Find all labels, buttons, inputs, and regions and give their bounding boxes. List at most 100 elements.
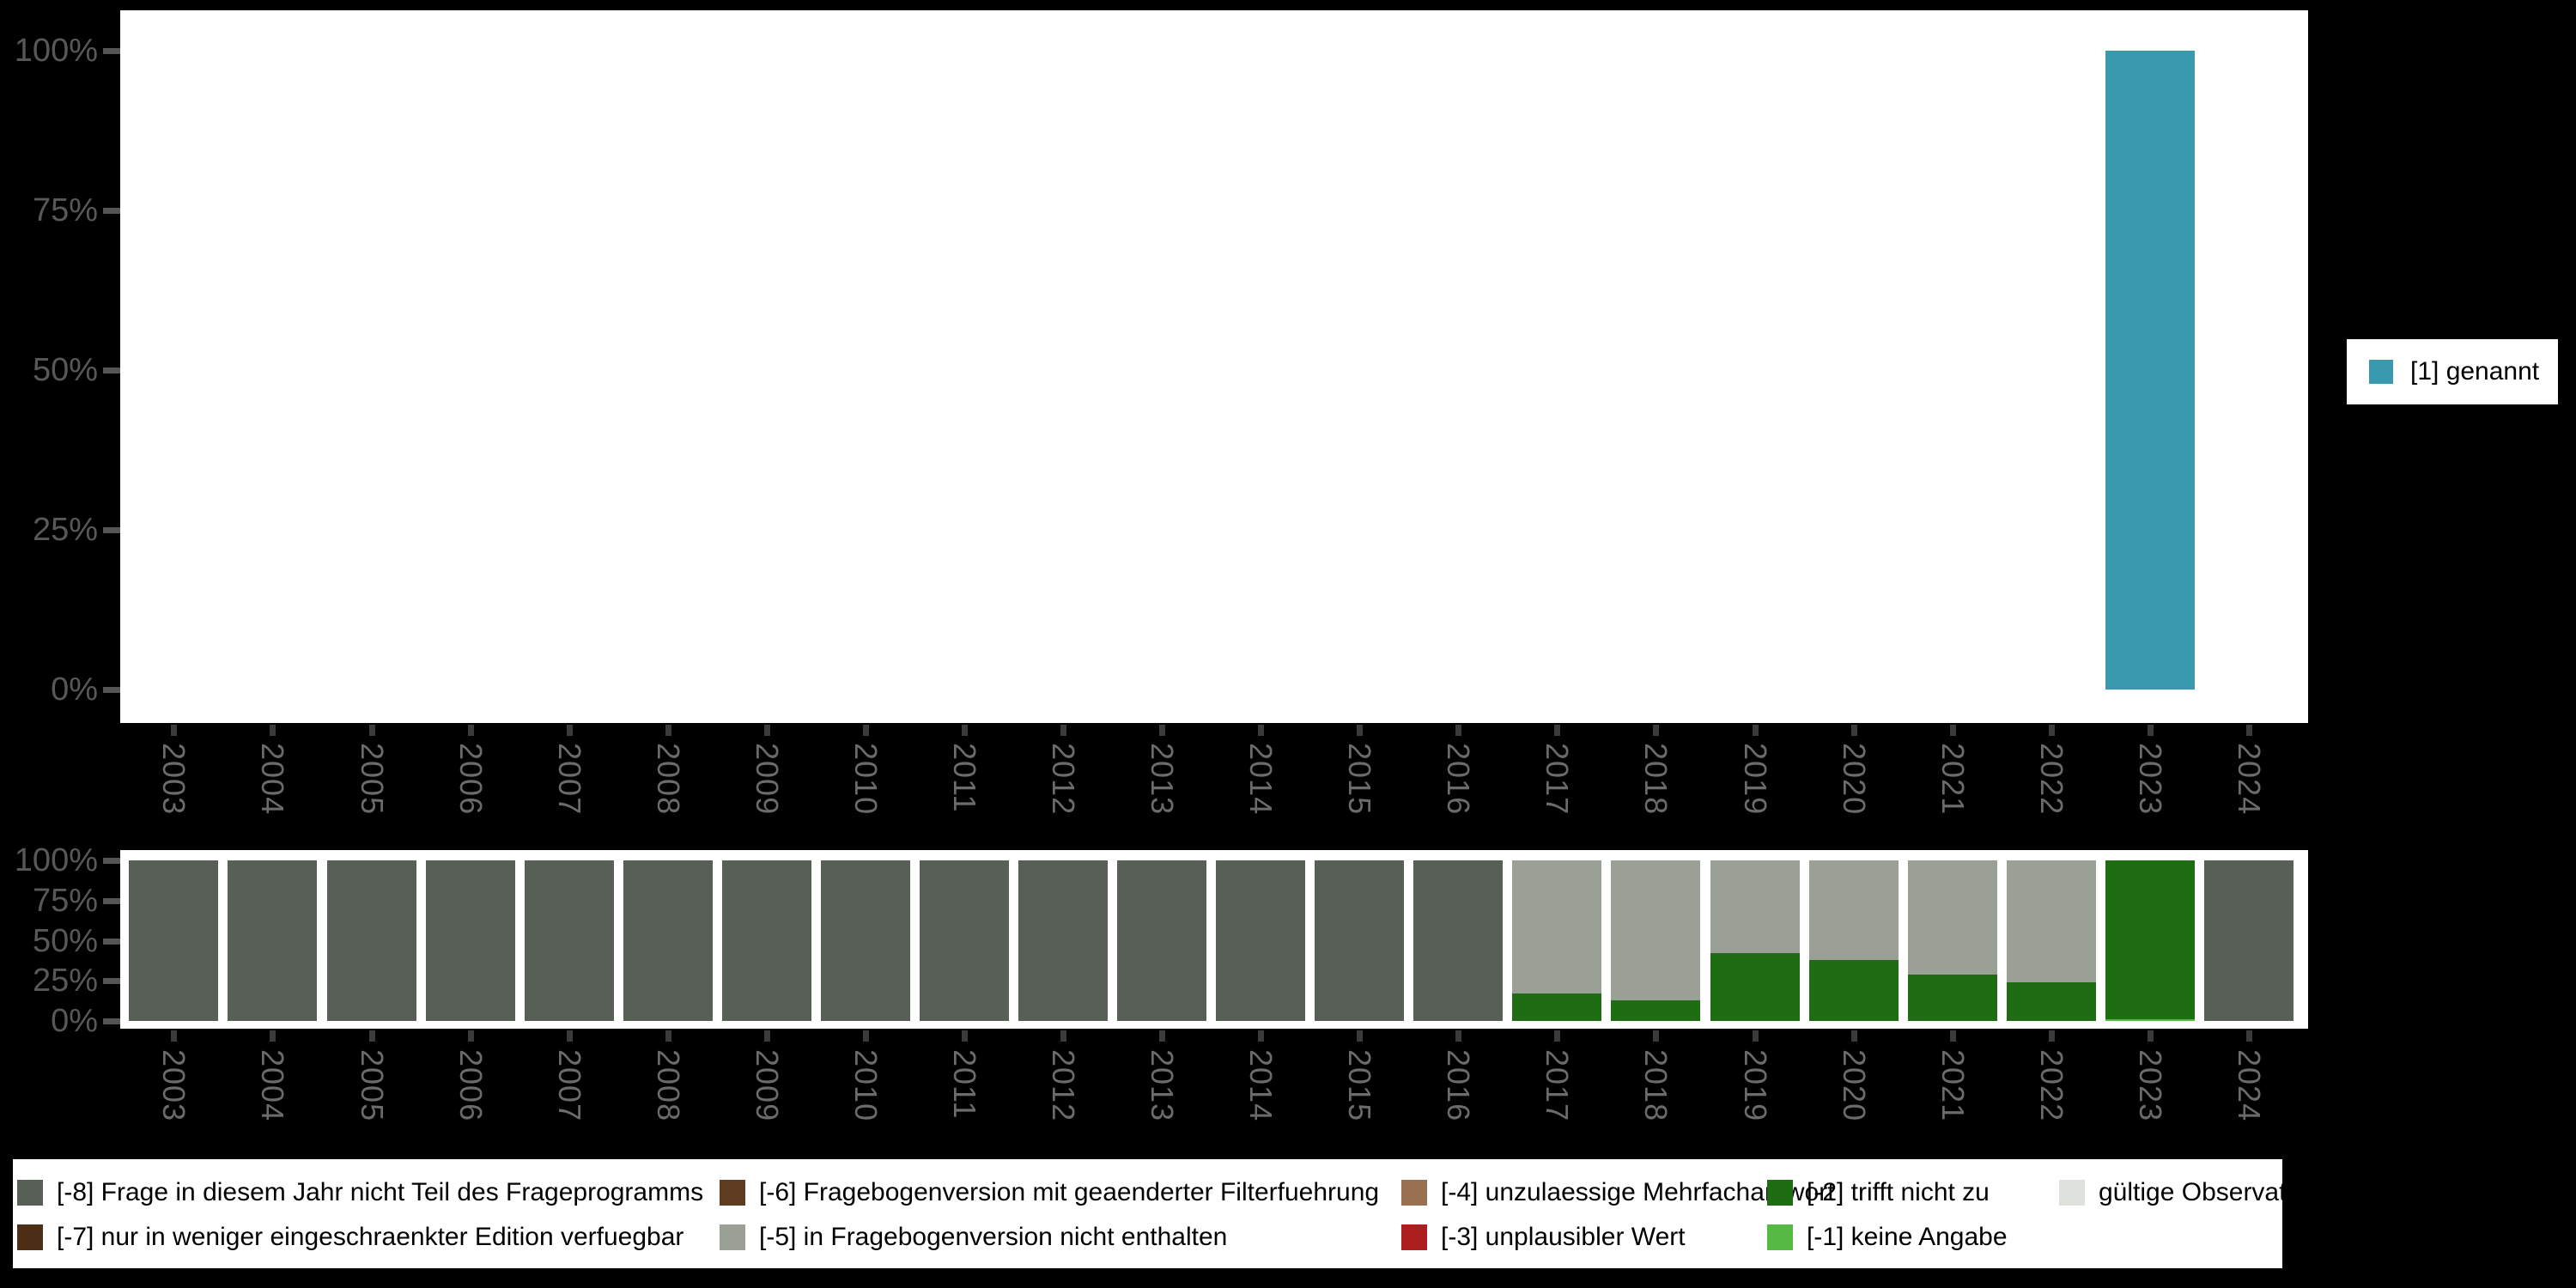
y-axis-tick-mark: [103, 368, 120, 374]
bar-segment--8-2005: [326, 860, 416, 1021]
x-axis-tick-mark: [1060, 1030, 1067, 1042]
y-axis-tick-label: 75%: [32, 882, 98, 919]
x-axis-year-label: 2014: [1243, 1049, 1279, 1122]
legend-item: [-1] keine Angabe: [1767, 1223, 2008, 1251]
x-axis-tick-mark: [1258, 1030, 1265, 1042]
legend-item: [-8] Frage in diesem Jahr nicht Teil des…: [17, 1178, 704, 1206]
bar-segment--2-2019: [1710, 953, 1800, 1021]
x-axis-tick-mark: [1159, 725, 1166, 736]
x-axis-year-label: 2018: [1638, 1049, 1674, 1122]
y-axis-tick-mark: [103, 208, 120, 214]
legend-item: gültige Observationen: [2059, 1178, 2349, 1206]
x-axis-tick-mark: [270, 1030, 276, 1042]
x-axis-tick-mark: [467, 725, 474, 736]
x-axis-tick-mark: [2048, 725, 2055, 736]
legend-item-label: [-1] keine Angabe: [1807, 1223, 2008, 1251]
x-axis-tick-mark: [368, 725, 375, 736]
top-chart-legend: [1] genannt: [2347, 339, 2558, 404]
x-axis-tick-mark: [171, 725, 178, 736]
x-axis-tick-mark: [961, 725, 968, 736]
bar-segment--8-2003: [129, 860, 219, 1021]
x-axis-tick-mark: [2245, 725, 2252, 736]
x-axis-tick-mark: [1850, 1030, 1857, 1042]
x-axis-year-label: 2008: [650, 1049, 686, 1122]
x-axis-year-label: 2005: [354, 1049, 390, 1122]
x-axis-year-label: 2017: [1540, 1049, 1576, 1122]
x-axis-tick-mark: [862, 725, 869, 736]
x-axis-tick-mark: [1554, 725, 1561, 736]
x-axis-tick-mark: [1455, 1030, 1462, 1042]
x-axis-tick-mark: [2147, 725, 2154, 736]
bar-segment--8-2004: [228, 860, 318, 1021]
legend-item-label: [-8] Frage in diesem Jahr nicht Teil des…: [57, 1178, 704, 1206]
x-axis-year-label: 2006: [453, 1049, 489, 1122]
x-axis-tick-mark: [1752, 1030, 1759, 1042]
legend-item-label: [-7] nur in weniger eingeschraenkter Edi…: [57, 1223, 684, 1251]
y-axis-tick-mark: [103, 1018, 120, 1024]
x-axis-year-label: 2016: [1441, 1049, 1477, 1122]
bar-segment--2-2022: [2006, 982, 2096, 1021]
x-axis-year-label: 2023: [2132, 1049, 2168, 1122]
legend-item: [-3] unplausibler Wert: [1401, 1223, 1686, 1251]
y-axis-tick-mark: [103, 527, 120, 533]
bar-segment--5-2020: [1808, 860, 1899, 960]
x-axis-tick-mark: [1653, 1030, 1660, 1042]
legend-item-label: [-2] trifft nicht zu: [1807, 1178, 1990, 1206]
x-axis-year-label: 2022: [2033, 1049, 2069, 1122]
x-axis-tick-mark: [270, 725, 276, 736]
bar-segment--8-2006: [425, 860, 515, 1021]
x-axis-tick-mark: [961, 1030, 968, 1042]
bar-segment--2-2017: [1512, 993, 1602, 1021]
x-axis-tick-mark: [368, 1030, 375, 1042]
y-axis-tick-mark: [103, 978, 120, 985]
x-axis-year-label: 2019: [1737, 1049, 1773, 1122]
bar-segment--2-2018: [1611, 999, 1701, 1021]
x-axis-tick-mark: [171, 1030, 178, 1042]
x-axis-tick-mark: [1653, 725, 1660, 736]
bar-segment--8-2010: [820, 860, 910, 1021]
y-axis-tick-label: 25%: [32, 963, 98, 999]
bar-segment--5-2021: [1907, 860, 1997, 975]
bar-segment--5-2022: [2006, 860, 2096, 983]
y-axis-tick-label: 0%: [51, 671, 98, 708]
x-axis-tick-mark: [566, 725, 573, 736]
legend-item: [-5] in Fragebogenversion nicht enthalte…: [720, 1223, 1227, 1251]
bar-segment--5-2019: [1710, 860, 1800, 954]
legend-item-label: gültige Observationen: [2099, 1178, 2349, 1206]
y-axis-tick-mark: [103, 897, 120, 904]
legend-item: [-7] nur in weniger eingeschraenkter Edi…: [17, 1223, 684, 1251]
y-axis-tick-label: 0%: [51, 1003, 98, 1039]
x-axis-tick-mark: [2048, 1030, 2055, 1042]
legend-swatch--6-icon: [720, 1180, 745, 1206]
legend-item-label: [-6] Fragebogenversion mit geaenderter F…: [759, 1178, 1380, 1206]
y-axis-tick-label: 100%: [14, 33, 98, 69]
x-axis-year-label: 2009: [749, 1049, 785, 1122]
bar-segment--2-2021: [1907, 974, 1997, 1021]
bar-segment-1-2023: [2105, 51, 2195, 690]
x-axis-tick-mark: [566, 1030, 573, 1042]
bar-segment--8-2011: [919, 860, 1009, 1021]
legend-swatch--2-icon: [1767, 1180, 1793, 1206]
legend-item-label: [-3] unplausibler Wert: [1441, 1223, 1686, 1251]
legend-label-genannt: [1] genannt: [2410, 357, 2540, 386]
y-axis-tick-label: 100%: [14, 842, 98, 878]
x-axis-year-label: 2011: [946, 1049, 982, 1120]
legend-swatch--5-icon: [720, 1224, 745, 1250]
bar-segment--1-2023: [2105, 1019, 2195, 1021]
bar-segment--8-2015: [1315, 860, 1405, 1021]
x-axis-tick-mark: [1357, 725, 1364, 736]
bar-segment--2-2020: [1808, 959, 1899, 1021]
x-axis-tick-mark: [1159, 1030, 1166, 1042]
legend-swatch--3-icon: [1401, 1224, 1427, 1250]
x-axis-tick-mark: [1258, 725, 1265, 736]
x-axis-year-label: 2024: [2231, 1049, 2267, 1122]
bar-segment--8-2013: [1117, 860, 1207, 1021]
x-axis-year-label: 2021: [1935, 1049, 1971, 1122]
bar-segment--8-2008: [623, 860, 713, 1021]
legend-swatch--4-icon: [1401, 1180, 1427, 1206]
y-axis-tick-label: 50%: [32, 922, 98, 959]
y-axis-tick-mark: [103, 687, 120, 693]
